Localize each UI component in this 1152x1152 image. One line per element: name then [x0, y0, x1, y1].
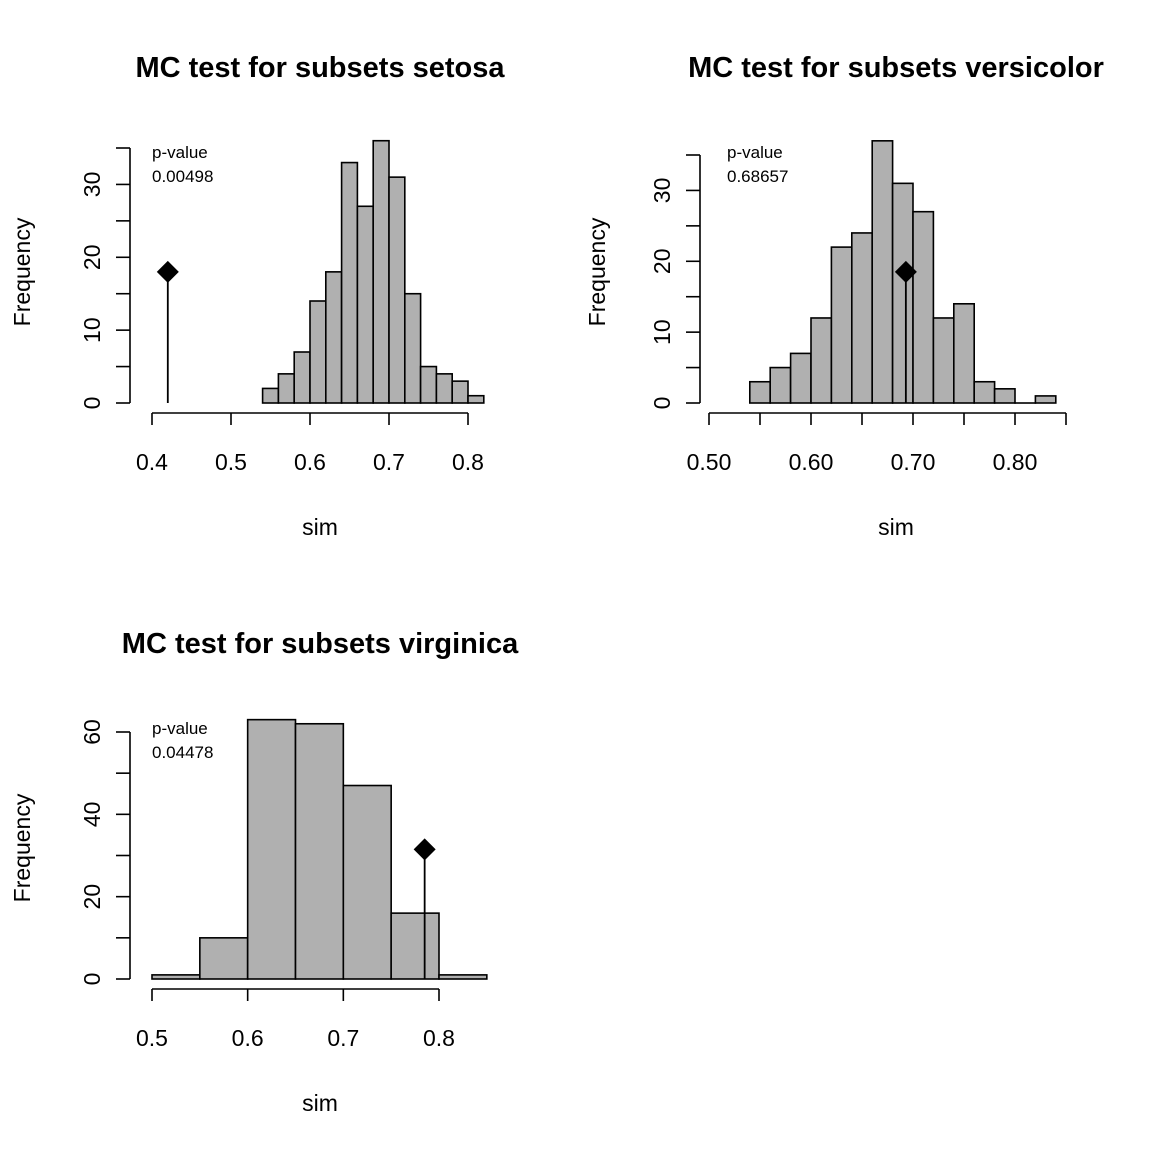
histogram-bar	[261, 387, 280, 404]
x-axis-title: sim	[302, 514, 338, 540]
histogram-bar	[435, 373, 453, 404]
observed-marker	[156, 260, 179, 283]
x-tick-label: 0.60	[789, 449, 834, 475]
x-tick-label: 0.50	[687, 449, 732, 475]
x-tick-label: 0.4	[136, 449, 168, 475]
x-tick-label: 0.5	[136, 1025, 168, 1051]
histogram-bar	[199, 937, 249, 980]
histogram-bar	[390, 912, 440, 980]
histogram-bar	[789, 352, 812, 404]
histogram-bar	[769, 366, 792, 404]
histogram-bar	[246, 718, 297, 980]
y-axis: 0 10 20 30	[79, 147, 131, 410]
p-value-label: p-value	[152, 143, 208, 162]
histogram-bar	[309, 300, 327, 404]
histogram-bar	[1034, 395, 1057, 404]
observed-marker	[894, 260, 917, 283]
histogram-bar	[293, 351, 311, 404]
y-tick-label: 30	[79, 172, 105, 198]
x-axis: 0.4 0.5 0.6 0.7 0.8	[136, 412, 484, 475]
y-tick-label: 0	[79, 397, 105, 410]
x-tick-label: 0.8	[452, 449, 484, 475]
histogram-bar	[871, 140, 894, 404]
histogram-bar	[748, 380, 771, 404]
x-tick-label: 0.7	[327, 1025, 359, 1051]
x-tick-label: 0.7	[373, 449, 405, 475]
x-tick-label: 0.8	[423, 1025, 455, 1051]
histogram-bar	[340, 161, 359, 404]
x-tick-label: 0.6	[232, 1025, 264, 1051]
x-tick-label: 0.6	[294, 449, 326, 475]
p-value-label: p-value	[727, 143, 783, 162]
x-tick-label: 0.70	[891, 449, 936, 475]
y-axis: 0 10 20 30	[649, 154, 701, 410]
histogram-bar	[891, 182, 914, 404]
histogram-bar	[419, 365, 438, 404]
x-tick-label: 0.80	[993, 449, 1038, 475]
histogram-bar	[438, 974, 488, 980]
y-tick-label: 20	[79, 244, 105, 270]
histogram-bars	[748, 140, 1057, 404]
histogram-bar	[356, 205, 374, 404]
panel-virginica: MC test for subsets virginica sim Freque…	[9, 628, 519, 1116]
y-tick-label: 0	[649, 397, 675, 410]
y-axis-title: Frequency	[9, 793, 35, 902]
panel-title: MC test for subsets virginica	[122, 628, 519, 660]
histogram-bars	[151, 718, 488, 980]
y-axis-title: Frequency	[9, 217, 35, 326]
histogram-bar	[467, 394, 485, 404]
observed-marker	[413, 838, 436, 861]
panel-versicolor: MC test for subsets versicolor sim Frequ…	[584, 52, 1104, 540]
y-tick-label: 10	[79, 317, 105, 343]
panel-title: MC test for subsets versicolor	[688, 52, 1104, 84]
histogram-bar	[932, 317, 955, 404]
observed-statistic	[413, 838, 436, 979]
histogram-bar	[277, 373, 295, 404]
histogram-bar	[388, 176, 406, 404]
histogram-bar	[324, 271, 343, 404]
histogram-bar	[151, 974, 201, 980]
histogram-bar	[372, 139, 390, 404]
x-axis: 0.5 0.6 0.7 0.8	[136, 988, 455, 1051]
p-value: 0.68657	[727, 167, 788, 186]
y-tick-label: 30	[649, 178, 675, 204]
panel-setosa: MC test for subsets setosa sim Frequency…	[9, 52, 505, 540]
histogram-bar	[952, 302, 975, 404]
observed-statistic	[894, 260, 917, 403]
x-axis: 0.50 0.60 0.70 0.80	[687, 412, 1067, 475]
panel-title: MC test for subsets setosa	[135, 52, 505, 84]
histogram-bar	[294, 722, 345, 980]
x-axis-title: sim	[878, 514, 914, 540]
y-tick-label: 20	[79, 884, 105, 910]
histogram-bar	[451, 380, 469, 404]
histogram-bar	[810, 317, 833, 404]
histogram-bar	[912, 210, 935, 404]
y-tick-label: 40	[79, 802, 105, 828]
y-tick-label: 60	[79, 719, 105, 745]
histogram-bar	[830, 246, 853, 404]
x-axis-title: sim	[302, 1090, 338, 1116]
y-tick-label: 10	[649, 319, 675, 345]
x-tick-label: 0.5	[215, 449, 247, 475]
y-tick-label: 0	[79, 973, 105, 986]
histogram-bars	[261, 139, 485, 404]
histogram-bar	[850, 232, 873, 404]
y-tick-label: 20	[649, 248, 675, 274]
histogram-bar	[993, 388, 1016, 404]
y-axis-title: Frequency	[584, 217, 610, 326]
p-value: 0.00498	[152, 167, 213, 186]
histogram-bar	[973, 380, 996, 404]
y-axis: 0 20 40 60	[79, 719, 131, 986]
observed-statistic	[156, 260, 179, 403]
histogram-bar	[342, 784, 392, 980]
histogram-bar	[403, 292, 422, 404]
p-value: 0.04478	[152, 743, 213, 762]
p-value-label: p-value	[152, 719, 208, 738]
